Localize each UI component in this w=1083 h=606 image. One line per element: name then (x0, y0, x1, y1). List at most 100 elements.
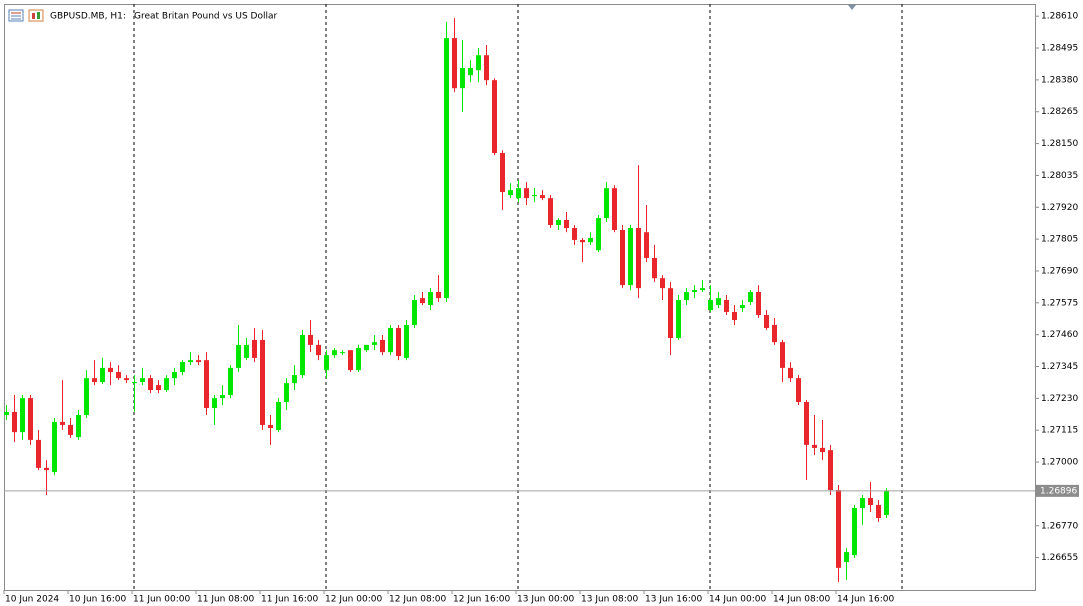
candle-body (20, 398, 25, 433)
candle-body (788, 367, 793, 379)
x-tick-label: 11 Jun 08:00 (197, 595, 254, 605)
candle-body (124, 378, 129, 381)
candle-body (732, 311, 737, 320)
candle-body (796, 378, 801, 402)
y-tick-label: 1.28265 (1041, 107, 1078, 117)
x-tick-label: 13 Jun 08:00 (581, 595, 638, 605)
x-tick-label: 10 Jun 2024 (5, 595, 59, 605)
candle-body (452, 38, 457, 89)
candle-body (756, 292, 761, 316)
x-tick-label: 12 Jun 08:00 (389, 595, 446, 605)
x-tick-label: 14 Jun 16:00 (837, 595, 894, 605)
shift-marker (848, 5, 856, 10)
y-tick-label: 1.27690 (1041, 266, 1078, 276)
candle-body (604, 188, 609, 219)
x-tick-label: 10 Jun 16:00 (69, 595, 126, 605)
candle-body (676, 300, 681, 338)
candle-body (492, 80, 497, 153)
candle-body (700, 288, 705, 291)
candle-body (780, 342, 785, 368)
candle-body (772, 324, 777, 343)
candle-body (372, 342, 377, 345)
candle-body (68, 424, 73, 435)
candle-body (540, 195, 545, 199)
candle-body (116, 372, 121, 379)
candle-body (804, 401, 809, 445)
candle-body (500, 152, 505, 193)
candle-body (44, 467, 49, 471)
candle-body (812, 444, 817, 448)
candle-body (852, 508, 857, 556)
candle-body (228, 367, 233, 396)
candle-body (468, 67, 473, 76)
candle-body (636, 228, 641, 289)
candle-body (628, 228, 633, 286)
candle-body (148, 378, 153, 391)
candle-body (596, 218, 601, 251)
x-tick-label: 12 Jun 16:00 (453, 595, 510, 605)
x-tick-label: 13 Jun 16:00 (645, 595, 702, 605)
candle-body (292, 375, 297, 384)
y-tick-label: 1.26770 (1041, 521, 1078, 531)
candle-body (28, 398, 33, 440)
candle-body (92, 378, 97, 383)
candle-body (108, 367, 113, 373)
candle-body (668, 288, 673, 338)
candle-body (876, 504, 881, 518)
candle-body (380, 339, 385, 353)
candle-body (196, 360, 201, 363)
y-tick-label: 1.27000 (1041, 458, 1078, 468)
candle-body (212, 398, 217, 409)
candle-body (172, 372, 177, 379)
candle-body (460, 67, 465, 89)
candle-body (484, 55, 489, 81)
candle-body (220, 395, 225, 399)
y-tick-label: 1.28610 (1041, 12, 1078, 22)
candle-body (300, 334, 305, 376)
candle-body (476, 55, 481, 71)
candle-body (180, 362, 185, 373)
y-tick-label: 1.28495 (1041, 44, 1078, 54)
candle-body (324, 355, 329, 371)
candle-body (548, 198, 553, 225)
candle-body (36, 439, 41, 468)
candle-body (132, 382, 137, 384)
candle-body (644, 232, 649, 258)
candle-body (748, 292, 753, 302)
description: Great Britan Pound vs US Dollar (134, 12, 277, 22)
plot-frame (4, 4, 1036, 591)
y-tick-label: 1.28150 (1041, 139, 1078, 149)
candle-body (188, 360, 193, 363)
candle-body (620, 229, 625, 286)
candle-body (428, 292, 433, 306)
y-tick-label: 1.26655 (1041, 553, 1078, 563)
candle-body (764, 315, 769, 329)
candle-body (308, 334, 313, 345)
candle-body (740, 305, 745, 309)
candle-body (436, 292, 441, 299)
current-price-label: 1.26896 (1040, 486, 1077, 496)
y-tick-label: 1.27575 (1041, 298, 1078, 308)
x-tick-label: 11 Jun 16:00 (261, 595, 318, 605)
y-tick-label: 1.27460 (1041, 330, 1078, 340)
x-tick-label: 14 Jun 00:00 (709, 595, 766, 605)
candle-body (244, 344, 249, 358)
candle-body (316, 344, 321, 356)
candle-body (396, 328, 401, 356)
candle-body (84, 378, 89, 415)
candle-body (572, 228, 577, 240)
candle-body (52, 421, 57, 473)
candle-body (612, 188, 617, 230)
candle-body (588, 238, 593, 243)
x-tick-label: 11 Jun 00:00 (133, 595, 190, 605)
candle-body (388, 328, 393, 353)
candle-body (356, 347, 361, 371)
candle-body (708, 300, 713, 311)
candle-body (828, 450, 833, 491)
candle-body (652, 257, 657, 279)
candle-body (844, 552, 849, 563)
current-price-box (1036, 484, 1079, 497)
candle-body (4, 411, 9, 415)
